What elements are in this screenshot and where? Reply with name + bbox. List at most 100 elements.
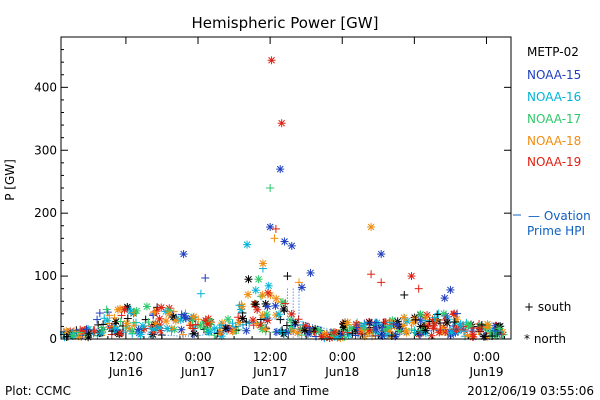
data-point [179, 330, 188, 339]
data-point [393, 321, 402, 330]
data-point [276, 327, 285, 336]
data-point [430, 313, 439, 322]
y-tick-label: 400 [34, 80, 57, 94]
y-tick-label: 200 [34, 206, 57, 220]
data-point [263, 302, 272, 311]
data-points [59, 56, 509, 343]
data-point-outlier [254, 275, 263, 284]
data-point [278, 298, 287, 307]
data-point [251, 286, 260, 295]
data-point [238, 302, 247, 311]
data-point-outlier [201, 273, 210, 282]
data-point-outlier [283, 272, 292, 281]
data-point [149, 308, 158, 317]
x-tick-label-date: Jun18 [396, 365, 431, 379]
y-tick-label: 0 [49, 332, 57, 346]
ovation-label-line1: — Ovation [528, 209, 591, 223]
data-point [272, 327, 281, 336]
plot-frame [60, 36, 512, 340]
data-point [258, 311, 267, 320]
x-tick-label-date: Jun17 [252, 365, 287, 379]
data-point [447, 328, 456, 337]
data-point [330, 328, 339, 337]
data-point [486, 327, 495, 336]
legend-noaa-18: NOAA-18 [527, 134, 581, 148]
data-point [171, 316, 180, 325]
data-point [436, 326, 445, 335]
data-point [77, 333, 86, 342]
y-tick-label: 100 [34, 269, 57, 283]
data-point [449, 310, 458, 319]
data-point-outlier [271, 224, 280, 233]
data-point [138, 321, 147, 330]
data-point [110, 324, 119, 333]
x-tick-label-time: 12:00 [253, 350, 288, 364]
data-point [305, 323, 314, 332]
ovation-label-line2: Prime HPI [527, 224, 585, 238]
data-point-outlier [367, 270, 376, 279]
x-tick-label-date: Jun19 [468, 365, 503, 379]
data-point [216, 321, 225, 330]
data-point [190, 329, 199, 338]
data-point [110, 313, 119, 322]
data-point-outlier [377, 278, 386, 287]
x-tick-label-date: Jun17 [180, 365, 215, 379]
data-point [210, 324, 219, 333]
x-tick-label-time: 0:00 [329, 350, 356, 364]
data-point [228, 327, 237, 336]
data-point [142, 302, 151, 311]
data-point [116, 317, 125, 326]
data-point [196, 321, 205, 330]
data-point [99, 325, 108, 334]
data-point [243, 290, 252, 299]
data-point-outlier [165, 309, 174, 318]
data-point [95, 309, 104, 318]
data-point-outlier [196, 289, 205, 298]
data-point-outlier [297, 283, 306, 292]
data-point [252, 319, 261, 328]
data-point-outlier [446, 285, 455, 294]
data-point-outlier [270, 234, 279, 243]
data-point [373, 320, 382, 329]
data-point [163, 324, 172, 333]
data-point [128, 327, 137, 336]
data-point [189, 312, 198, 321]
data-point-outlier [258, 259, 267, 268]
data-point [468, 330, 477, 339]
data-point [180, 311, 189, 320]
footer-plot-source: Plot: CCMC [5, 384, 71, 398]
y-tick-label: 300 [34, 143, 57, 157]
data-point [62, 332, 71, 341]
data-point [360, 325, 369, 334]
data-point-outlier [179, 250, 188, 259]
data-point [186, 321, 195, 330]
data-point-outlier [266, 184, 275, 192]
data-point [352, 320, 361, 329]
data-point-outlier [267, 56, 276, 65]
ovation-line [60, 288, 509, 339]
legend-noaa-16: NOAA-16 [527, 90, 581, 104]
data-point [421, 316, 430, 325]
data-point [114, 305, 123, 314]
data-point [428, 315, 437, 324]
data-point [495, 324, 504, 333]
data-point [483, 320, 492, 329]
data-point [238, 314, 247, 323]
x-axis-label: Date and Time [241, 384, 329, 398]
data-point [157, 303, 166, 312]
data-point [132, 306, 141, 315]
data-point [105, 311, 114, 320]
x-tick-label-date: Jun16 [108, 365, 143, 379]
data-point [116, 329, 125, 338]
data-point [224, 315, 233, 324]
data-point [443, 318, 452, 327]
data-point [340, 332, 349, 341]
data-point [385, 318, 394, 327]
data-point [297, 331, 306, 340]
x-tick-label-time: 12:00 [397, 350, 432, 364]
data-point [282, 321, 291, 330]
legend-north-marker: * north [524, 332, 566, 346]
data-point [352, 323, 361, 332]
data-point [272, 294, 281, 303]
